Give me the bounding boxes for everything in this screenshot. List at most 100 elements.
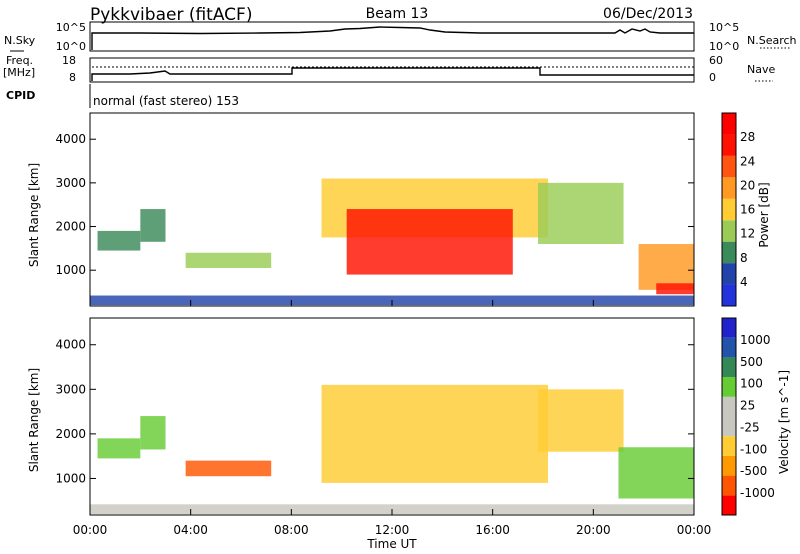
- nsearch-tick-high: 10^5: [709, 21, 739, 34]
- nsky-trace: [91, 26, 694, 50]
- power-ytick-label-2: 3000: [55, 176, 86, 190]
- power-region-3: [185, 252, 272, 269]
- velocity-colorbar-swatch-5: [722, 396, 736, 417]
- power-colorbar: 4 8 12 16 20 24 28: [721, 112, 755, 307]
- cpid-text: normal (fast stereo) 153: [93, 94, 239, 108]
- nsky-panel: N.Sky 10^5 10^0 N.Search 10^5 10^0: [4, 21, 797, 53]
- freq-label-2: [MHz]: [3, 66, 35, 79]
- power-colorbar-swatch-1: [722, 263, 736, 285]
- x-tick-label-0: 00:00: [73, 523, 108, 537]
- date-title: 06/Dec/2013: [603, 6, 693, 22]
- nsearch-tick-low: 10^0: [709, 40, 739, 53]
- freq-frame: [89, 57, 695, 83]
- power-colorbar-swatch-8: [722, 113, 736, 135]
- velocity-colorbar-tick-7: -1000: [740, 486, 775, 500]
- velocity-ylabel: Slant Range [km]: [27, 368, 41, 472]
- x-tick-label-3: 12:00: [375, 523, 410, 537]
- velocity-region-1: [97, 438, 141, 459]
- velocity-colorbar-swatch-0: [722, 495, 736, 515]
- power-y-ticks: 1000 2000 3000 4000: [55, 132, 694, 277]
- nsearch-label: N.Search: [747, 34, 797, 47]
- velocity-ytick-label-1: 2000: [55, 427, 86, 441]
- velocity-region-3: [185, 460, 272, 477]
- power-colorbar-swatch-7: [722, 134, 736, 156]
- nsky-frame: [89, 21, 695, 52]
- nsky-tick-low: 10^0: [56, 40, 86, 53]
- velocity-colorbar-tick-2: 100: [740, 377, 763, 391]
- power-ytick-label-1: 2000: [55, 220, 86, 234]
- velocity-colorbar-frame: [721, 317, 737, 516]
- velocity-colorbar-swatch-8: [722, 337, 736, 358]
- power-region-2: [140, 209, 166, 242]
- power-ytick-label-3: 4000: [55, 132, 86, 146]
- freq-trace: [91, 67, 694, 81]
- power-colorbar-tick-4: 20: [740, 178, 755, 192]
- velocity-colorbar: 1000 500 100 25 -25 -100 -500 -1000: [721, 317, 775, 516]
- velocity-region-6: [618, 447, 694, 499]
- velocity-colorbar-swatch-7: [722, 357, 736, 378]
- velocity-region-2: [140, 416, 166, 450]
- velocity-colorbar-tick-1: 500: [740, 355, 763, 369]
- power-region-7: [638, 243, 694, 290]
- velocity-colorbar-swatch-9: [722, 318, 736, 338]
- power-colorbar-tick-2: 12: [740, 227, 755, 241]
- power-colorbar-swatch-5: [722, 177, 736, 199]
- velocity-colorbar-swatch-6: [722, 377, 736, 397]
- beam-title: Beam 13: [366, 6, 429, 22]
- nsky-tick-high: 10^5: [56, 21, 86, 34]
- velocity-colorbar-swatch-1: [722, 475, 736, 496]
- velocity-ytick-label-0: 1000: [55, 471, 86, 485]
- power-region-6: [537, 182, 624, 244]
- velocity-colorbar-tick-6: -500: [740, 464, 767, 478]
- velocity-colorbar-swatch-4: [722, 416, 736, 437]
- freq-panel: Freq. [MHz] 18 8 Nave 60 0: [3, 54, 775, 84]
- velocity-ytick-label-2: 3000: [55, 382, 86, 396]
- power-colorbar-tick-6: 28: [740, 130, 755, 144]
- nave-tick-high: 60: [709, 54, 723, 67]
- freq-tick-high: 18: [62, 54, 76, 67]
- power-colorbar-tick-5: 24: [740, 154, 755, 168]
- x-tick-label-2: 08:00: [274, 523, 309, 537]
- power-colorbar-frame: [721, 112, 737, 307]
- power-colorbar-tick-1: 8: [740, 251, 748, 265]
- x-tick-label-4: 16:00: [475, 523, 510, 537]
- velocity-colorbar-tick-3: 25: [740, 399, 755, 413]
- velocity-data-marks: [90, 384, 694, 515]
- freq-label-1: Freq.: [6, 54, 33, 67]
- nsky-label: N.Sky: [4, 34, 36, 47]
- power-colorbar-label: Power [dB]: [757, 182, 771, 247]
- power-region-5: [346, 209, 513, 275]
- x-tick-label-5: 20:00: [576, 523, 611, 537]
- cpid-row: CPID normal (fast stereo) 153: [6, 84, 239, 108]
- power-region-1: [97, 230, 141, 251]
- velocity-region-4: [321, 384, 549, 483]
- velocity-colorbar-label: Velocity [m s^-1]: [777, 370, 791, 474]
- velocity-colorbar-tick-0: 1000: [740, 333, 771, 347]
- velocity-ytick-label-3: 4000: [55, 338, 86, 352]
- velocity-colorbar-tick-4: -25: [740, 420, 760, 434]
- power-colorbar-swatch-2: [722, 241, 736, 264]
- power-colorbar-swatch-4: [722, 198, 736, 221]
- power-region-8: [656, 283, 694, 295]
- nave-tick-low: 0: [709, 71, 716, 84]
- velocity-panel: 1000 2000 3000 4000 Slant Range [km] 1000 50…: [27, 317, 791, 516]
- power-colorbar-swatch-6: [722, 155, 736, 178]
- power-ytick-label-0: 1000: [55, 263, 86, 277]
- station-title: Pykkvibaer (fitACF): [90, 5, 252, 25]
- velocity-region-5: [537, 389, 624, 452]
- power-colorbar-tick-0: 4: [740, 275, 748, 289]
- x-tick-label-1: 04:00: [173, 523, 208, 537]
- time-axis-label: Time UT: [366, 537, 417, 551]
- velocity-colorbar-swatch-2: [722, 455, 736, 476]
- cpid-label: CPID: [6, 89, 35, 102]
- velocity-colorbar-swatch-3: [722, 436, 736, 456]
- freq-tick-low: 8: [69, 71, 76, 84]
- power-colorbar-swatch-3: [722, 220, 736, 242]
- velocity-y-ticks: 1000 2000 3000 4000: [55, 338, 694, 485]
- velocity-colorbar-tick-5: -100: [740, 442, 767, 456]
- time-axis: 00:00 04:00 08:00 12:00 16:00 20:00 00:00: [73, 300, 712, 537]
- x-tick-label-6: 00:00: [677, 523, 712, 537]
- power-ylabel: Slant Range [km]: [27, 163, 41, 267]
- power-colorbar-tick-3: 16: [740, 203, 755, 217]
